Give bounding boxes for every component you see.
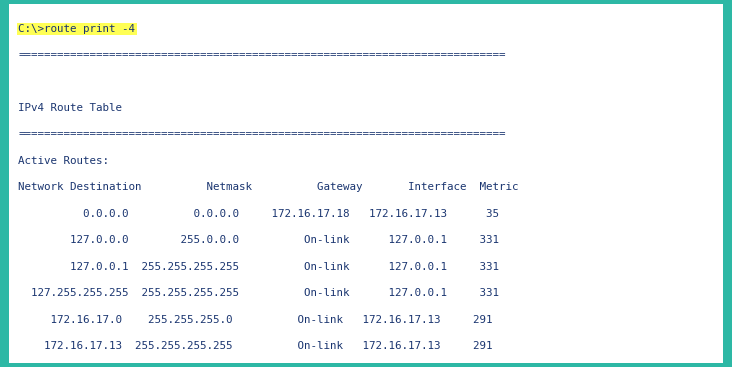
Text: C:\>route print -4: C:\>route print -4 (18, 24, 135, 34)
Text: ===========================================================================: ========================================… (18, 50, 506, 60)
FancyBboxPatch shape (9, 4, 723, 363)
Text: 127.255.255.255  255.255.255.255          On-link      127.0.0.1     331: 127.255.255.255 255.255.255.255 On-link … (18, 288, 499, 298)
Text: ===========================================================================: ========================================… (18, 130, 506, 139)
Text: Active Routes:: Active Routes: (18, 156, 109, 166)
Text: 127.0.0.0        255.0.0.0          On-link      127.0.0.1     331: 127.0.0.0 255.0.0.0 On-link 127.0.0.1 33… (18, 235, 499, 245)
Text: IPv4 Route Table: IPv4 Route Table (18, 103, 122, 113)
Text: 172.16.17.0    255.255.255.0          On-link   172.16.17.13     291: 172.16.17.0 255.255.255.0 On-link 172.16… (18, 315, 493, 324)
Text: 127.0.0.1  255.255.255.255          On-link      127.0.0.1     331: 127.0.0.1 255.255.255.255 On-link 127.0.… (18, 262, 499, 272)
Text: Network Destination          Netmask          Gateway       Interface  Metric: Network Destination Netmask Gateway Inte… (18, 182, 519, 192)
Text: 172.16.17.13  255.255.255.255          On-link   172.16.17.13     291: 172.16.17.13 255.255.255.255 On-link 172… (18, 341, 493, 351)
Text: 0.0.0.0          0.0.0.0     172.16.17.18   172.16.17.13      35: 0.0.0.0 0.0.0.0 172.16.17.18 172.16.17.1… (18, 209, 499, 219)
